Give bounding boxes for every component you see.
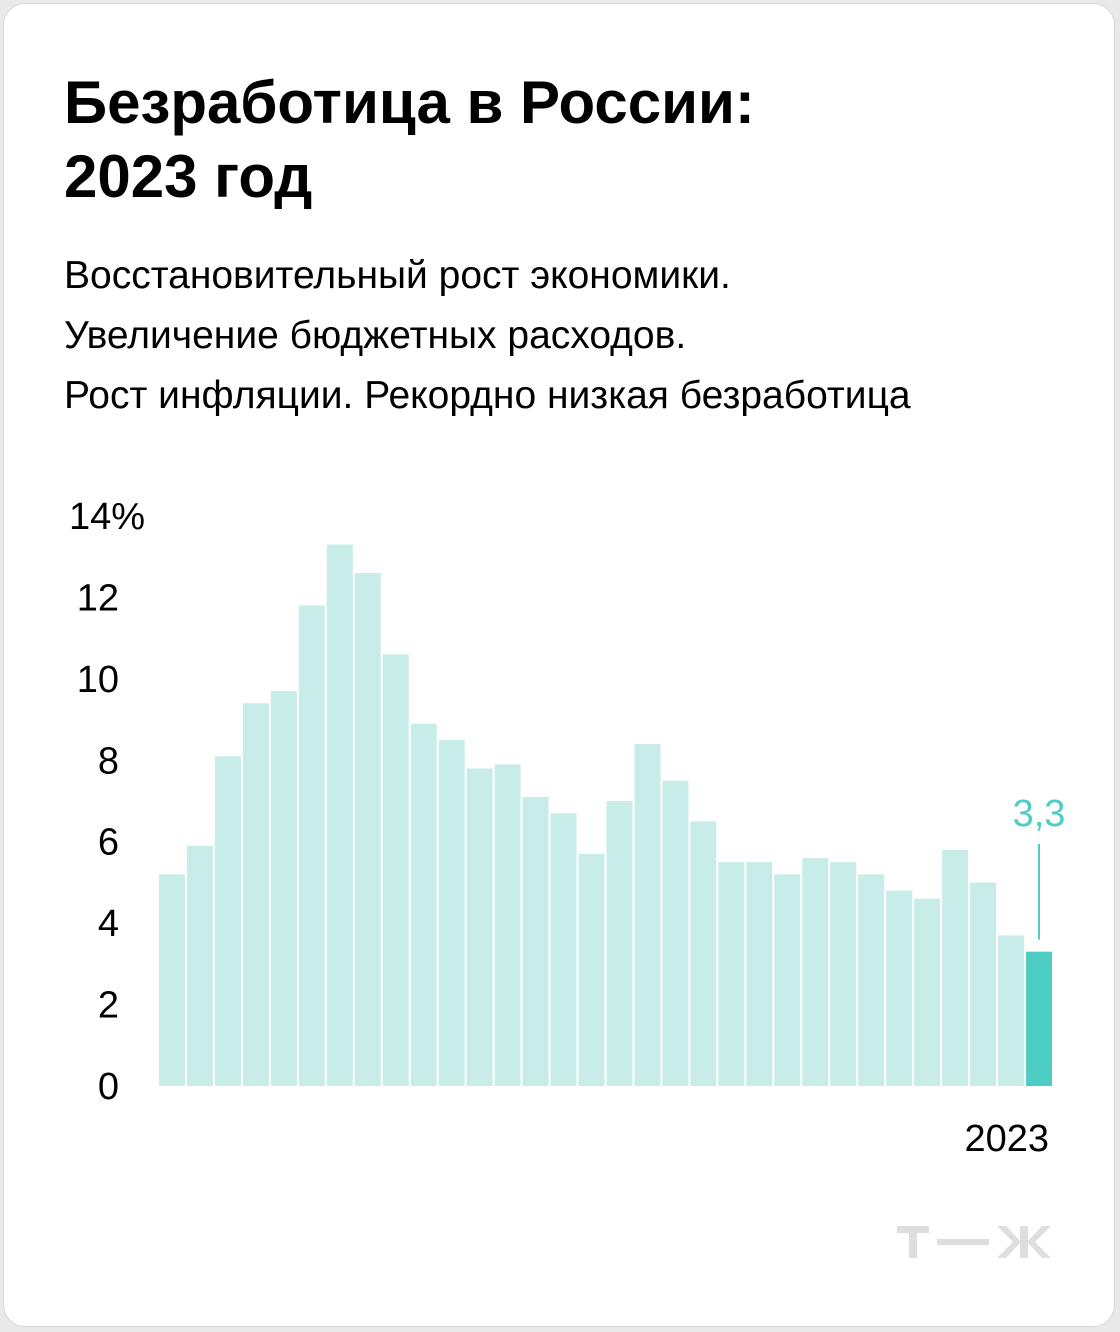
y-tick-label: 6 — [98, 822, 119, 864]
bar — [606, 801, 633, 1086]
x-tick-label: 2023 — [964, 1118, 1049, 1160]
bar — [914, 898, 941, 1086]
bar — [578, 853, 605, 1086]
y-tick-label: 10 — [77, 659, 119, 701]
bar — [438, 739, 465, 1086]
bar-highlight — [1026, 951, 1052, 1086]
bar — [159, 874, 185, 1086]
bar — [718, 862, 745, 1086]
y-tick-label: 12 — [77, 577, 119, 619]
bar — [382, 654, 409, 1086]
y-tick-label: 8 — [98, 740, 119, 782]
subtitle-line-3: Рост инфляции. Рекордно низкая безработи… — [64, 374, 911, 417]
y-tick-label: 2 — [98, 985, 119, 1027]
tj-logo — [897, 1226, 1051, 1258]
bar — [998, 935, 1025, 1086]
subtitle-line-1: Восстановительный рост экономики. — [64, 254, 731, 297]
chart-title: Безработица в России: 2023 год — [64, 66, 1064, 214]
y-tick-label: 4 — [98, 903, 119, 945]
bar — [214, 756, 241, 1086]
bar — [970, 882, 997, 1086]
bar — [242, 703, 269, 1086]
bar — [662, 780, 689, 1086]
unemployment-bar-chart: 14% 12 10 8 6 4 2 0 3,3 2023 — [69, 496, 1066, 1160]
y-tick-label: 14% — [69, 496, 145, 538]
subtitle-line-2: Увеличение бюджетных расходов. — [64, 314, 687, 357]
bar — [410, 723, 437, 1086]
bar — [886, 890, 913, 1086]
bar — [186, 845, 213, 1086]
bar — [326, 544, 353, 1086]
bar — [830, 862, 857, 1086]
title-line-2: 2023 год — [64, 143, 313, 210]
bar — [466, 768, 493, 1086]
chart-card: Безработица в России: 2023 год Восстанов… — [3, 3, 1115, 1327]
bar — [270, 691, 297, 1086]
tj-logo-mark — [897, 1226, 1051, 1258]
bar — [354, 573, 381, 1086]
bar — [522, 796, 549, 1086]
bar — [494, 764, 521, 1086]
title-line-1: Безработица в России: — [64, 69, 755, 136]
bar — [550, 813, 577, 1086]
chart-subtitle: Восстановительный рост экономики. Увелич… — [64, 246, 1074, 426]
bar — [858, 874, 885, 1086]
bar — [634, 744, 661, 1086]
y-tick-label: 0 — [98, 1066, 119, 1108]
bar — [690, 821, 717, 1086]
bar — [298, 605, 325, 1086]
bar — [942, 849, 969, 1086]
bar — [774, 874, 801, 1086]
bar — [802, 858, 829, 1086]
bar — [746, 862, 773, 1086]
highlight-value-label: 3,3 — [1013, 793, 1066, 835]
